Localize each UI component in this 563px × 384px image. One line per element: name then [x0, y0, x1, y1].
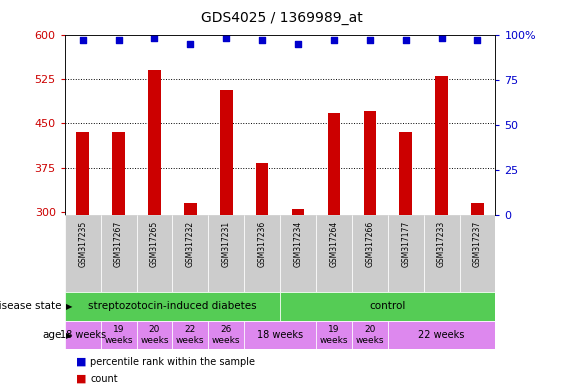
Bar: [280, 215, 316, 292]
Point: [473, 37, 482, 43]
Text: age: age: [43, 330, 62, 340]
Bar: [459, 215, 495, 292]
Text: GSM317177: GSM317177: [401, 221, 410, 267]
Bar: [148, 70, 161, 215]
Text: disease state: disease state: [0, 301, 62, 311]
Text: ■: ■: [76, 356, 87, 367]
Bar: [65, 215, 101, 292]
Bar: [316, 321, 352, 349]
Text: GSM317235: GSM317235: [78, 221, 87, 267]
Point: [150, 35, 159, 41]
Bar: [435, 76, 448, 215]
Text: GSM317231: GSM317231: [222, 221, 231, 267]
Bar: [424, 215, 459, 292]
Text: GSM317267: GSM317267: [114, 221, 123, 267]
Text: ■: ■: [76, 374, 87, 384]
Point: [329, 37, 338, 43]
Text: GDS4025 / 1369989_at: GDS4025 / 1369989_at: [200, 11, 363, 25]
Point: [258, 37, 267, 43]
Text: 19
weeks: 19 weeks: [320, 325, 348, 345]
Bar: [364, 111, 376, 215]
Bar: [280, 292, 495, 321]
Bar: [77, 132, 89, 215]
Bar: [399, 132, 412, 215]
Bar: [316, 215, 352, 292]
Bar: [352, 321, 388, 349]
Text: 20
weeks: 20 weeks: [356, 325, 384, 345]
Bar: [328, 113, 340, 215]
Text: count: count: [90, 374, 118, 384]
Point: [78, 37, 87, 43]
Bar: [137, 215, 172, 292]
Text: 20
weeks: 20 weeks: [140, 325, 169, 345]
Bar: [388, 215, 424, 292]
Bar: [112, 132, 125, 215]
Text: control: control: [369, 301, 406, 311]
Text: ▶: ▶: [66, 331, 73, 339]
Text: GSM317264: GSM317264: [329, 221, 338, 267]
Text: 22 weeks: 22 weeks: [418, 330, 465, 340]
Text: 22
weeks: 22 weeks: [176, 325, 204, 345]
Bar: [101, 321, 137, 349]
Bar: [137, 321, 172, 349]
Bar: [244, 321, 316, 349]
Point: [365, 37, 374, 43]
Text: percentile rank within the sample: percentile rank within the sample: [90, 356, 255, 367]
Text: GSM317265: GSM317265: [150, 221, 159, 267]
Bar: [184, 203, 196, 215]
Point: [293, 41, 302, 47]
Bar: [208, 215, 244, 292]
Bar: [388, 321, 495, 349]
Text: GSM317233: GSM317233: [437, 221, 446, 267]
Bar: [101, 215, 137, 292]
Bar: [244, 215, 280, 292]
Text: 18 weeks: 18 weeks: [60, 330, 106, 340]
Text: streptozotocin-induced diabetes: streptozotocin-induced diabetes: [88, 301, 257, 311]
Point: [222, 35, 231, 41]
Bar: [292, 209, 305, 215]
Bar: [471, 203, 484, 215]
Text: GSM317232: GSM317232: [186, 221, 195, 267]
Bar: [172, 215, 208, 292]
Text: GSM317266: GSM317266: [365, 221, 374, 267]
Text: GSM317236: GSM317236: [258, 221, 267, 267]
Bar: [65, 292, 280, 321]
Bar: [256, 163, 269, 215]
Point: [114, 37, 123, 43]
Text: GSM317237: GSM317237: [473, 221, 482, 267]
Text: 19
weeks: 19 weeks: [104, 325, 133, 345]
Bar: [352, 215, 388, 292]
Text: 26
weeks: 26 weeks: [212, 325, 240, 345]
Point: [186, 41, 195, 47]
Bar: [172, 321, 208, 349]
Text: GSM317234: GSM317234: [293, 221, 302, 267]
Text: ▶: ▶: [66, 302, 73, 311]
Bar: [208, 321, 244, 349]
Bar: [65, 321, 101, 349]
Point: [401, 37, 410, 43]
Bar: [220, 89, 233, 215]
Point: [437, 35, 446, 41]
Text: 18 weeks: 18 weeks: [257, 330, 303, 340]
